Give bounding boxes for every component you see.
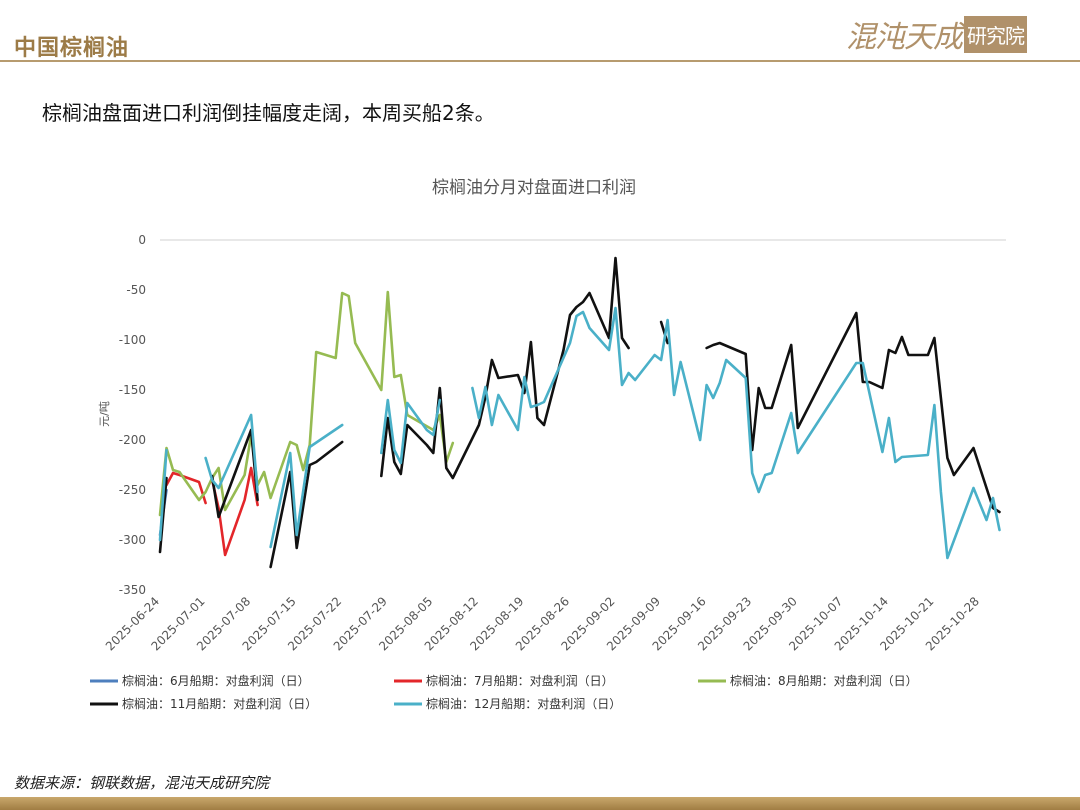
logo-main-text: 混沌天成 xyxy=(846,20,963,55)
y-tick-label: -50 xyxy=(126,283,146,297)
legend: 棕榈油：6月船期：对盘利润（日） 棕榈油：7月船期：对盘利润（日） 棕榈油：8月船期… xyxy=(90,673,918,711)
y-tick-label: -300 xyxy=(119,533,146,547)
x-axis: 2025-06-242025-07-012025-07-082025-07-15… xyxy=(103,594,982,653)
series-line-3 xyxy=(379,256,630,480)
y-tick-label: 0 xyxy=(138,233,146,247)
data-source: 数据来源：钢联数据，混沌天成研究院 xyxy=(14,774,270,792)
chart-title: 棕榈油分月对盘面进口利润 xyxy=(432,178,636,198)
legend-label-3: 棕榈油：11月船期：对盘利润（日） xyxy=(122,696,317,711)
y-tick-label: -200 xyxy=(119,433,146,447)
y-tick-label: -150 xyxy=(119,383,146,397)
legend-label-1: 棕榈油：7月船期：对盘利润（日） xyxy=(426,673,614,688)
footer-bar xyxy=(0,797,1080,810)
series-line-4 xyxy=(471,306,1001,560)
series-line-2 xyxy=(158,290,455,517)
legend-label-0: 棕榈油：6月船期：对盘利润（日） xyxy=(122,673,310,688)
legend-label-4: 棕榈油：12月船期：对盘利润（日） xyxy=(426,696,621,711)
series-line-1 xyxy=(165,471,207,505)
page-title: 中国棕榈油 xyxy=(14,35,130,61)
y-tick-label: -350 xyxy=(119,583,146,597)
header-divider xyxy=(0,60,1080,62)
logo-box-text: 研究院 xyxy=(964,15,1027,53)
series-line-3 xyxy=(705,311,1001,514)
company-logo: 混沌天成 研究院 xyxy=(846,14,1027,55)
series-lines xyxy=(158,256,1001,569)
series-line-3 xyxy=(269,440,344,569)
series-line-4 xyxy=(379,398,442,465)
series-line-4 xyxy=(158,448,168,542)
slide-subtitle: 棕榈油盘面进口利润倒挂幅度走阔，本周买船2条。 xyxy=(42,101,495,125)
y-axis-label: 元/吨 xyxy=(98,401,111,427)
y-tick-label: -100 xyxy=(119,333,146,347)
chart: 棕榈油分月对盘面进口利润 元/吨 0 -50 -100 -150 -200 -250 -30… xyxy=(90,178,1006,711)
series-line-4 xyxy=(204,413,259,494)
y-tick-label: -250 xyxy=(119,483,146,497)
y-axis: 0 -50 -100 -150 -200 -250 -300 -350 xyxy=(119,233,1006,597)
legend-label-2: 棕榈油：8月船期：对盘利润（日） xyxy=(730,673,918,688)
series-line-4 xyxy=(269,423,344,549)
